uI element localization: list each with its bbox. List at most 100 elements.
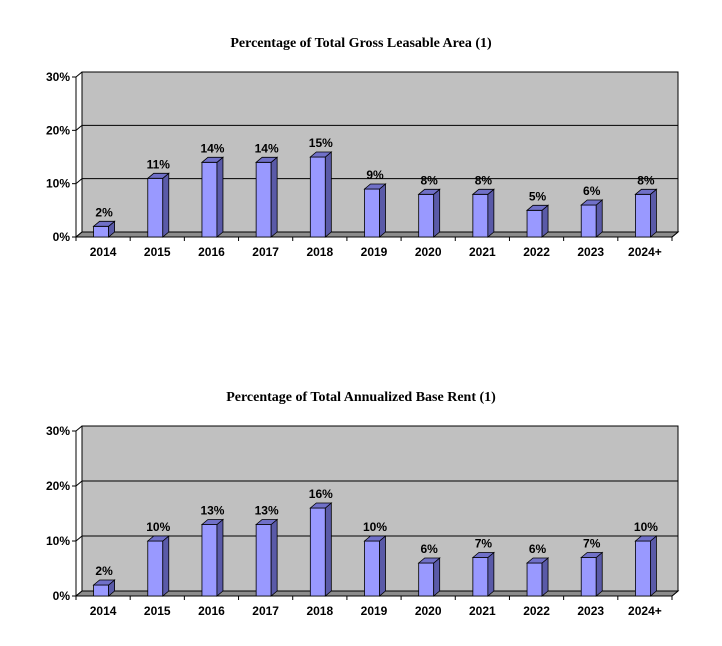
bar-front [255,524,272,597]
bar-top [92,579,116,586]
bar [363,535,387,597]
category-label: 2015 [144,245,171,259]
data-label: 13% [200,504,224,518]
category-label: 2019 [361,245,388,259]
bar-front [418,562,435,597]
bar-side [379,183,386,238]
category-label: 2022 [523,604,550,618]
bar [255,156,279,238]
bar-top [580,552,604,558]
bar [92,579,116,597]
bar-side [216,518,224,597]
data-label: 14% [200,141,224,155]
bar [580,199,604,238]
bar-top [309,151,333,158]
bar-side [595,199,603,238]
bar-side [216,156,224,238]
gridline-diag [75,480,83,487]
gridline-diag [75,535,83,542]
bar-top [363,535,387,542]
category-label: 2014 [90,245,117,259]
bar-front [635,193,651,238]
data-label: 10% [146,520,170,534]
bar-front [364,540,380,597]
category-label: 2023 [577,604,604,618]
category-label: 2022 [523,245,550,259]
data-label: 8% [637,173,655,187]
category-label: 2020 [415,245,442,259]
bar-side [487,551,495,597]
category-label: 2019 [361,604,388,618]
bar-top [417,557,441,564]
y-tick-label: 0% [53,230,71,244]
bar [471,188,495,238]
bar-side [595,551,603,597]
bar-top [255,156,279,163]
bar [417,557,441,597]
chart-canvas: 0% 10% 20% 30% 2% 2014 10% 2015 13% 2016 13% 2017 16… [46,424,680,618]
bar-top [471,188,495,195]
bar-front [201,524,218,597]
bar-top [309,502,333,509]
category-label: 2020 [415,604,442,618]
bar-top [525,204,550,211]
bar-side [433,557,441,597]
bar-front [93,584,109,597]
bar-front [580,204,597,238]
bar-side [162,172,170,238]
bar-top [363,183,387,190]
bar-top [200,519,225,525]
bar-top [92,220,116,227]
data-label: 10% [363,520,387,534]
bar-front [364,188,380,238]
bar-side [650,535,657,597]
bar [146,535,170,597]
bar-top [634,535,658,542]
bar-side [433,188,441,238]
bar-top [417,188,441,195]
bar-side [270,518,278,597]
gridline-diag [75,124,83,131]
data-label: 6% [583,184,601,198]
bar [525,204,550,238]
y-tick-label: 0% [53,589,71,603]
bar [309,502,333,597]
bar-side [650,188,657,238]
bar-top [525,557,550,564]
data-label: 7% [583,537,601,551]
data-label: 14% [255,141,279,155]
category-label: 2024+ [628,604,662,618]
bar [255,518,279,597]
bar-top [146,172,170,179]
bar-side [162,535,170,597]
bar [200,518,225,597]
data-label: 11% [147,157,171,171]
y-tick-label: 20% [46,123,70,137]
category-label: 2021 [469,604,496,618]
bar-top [200,156,225,163]
gridline-diag [75,71,83,78]
bar-top [255,519,279,525]
bar-side [487,188,495,238]
bar-front [472,557,489,597]
bar-top [634,188,658,195]
y-tick-label: 20% [46,479,70,493]
bar [525,557,550,597]
bar-top [580,199,604,206]
bar-top [146,535,170,542]
bar-front [526,209,543,238]
category-label: 2015 [144,604,171,618]
bar-front [309,507,326,597]
bar-front [93,225,109,238]
bar-front [147,540,164,597]
data-label: 8% [421,173,439,187]
category-label: 2016 [198,604,225,618]
data-label: 5% [529,189,547,203]
bar-side [324,151,332,238]
data-label: 6% [421,542,439,556]
category-label: 2021 [469,245,496,259]
data-label: 8% [475,173,493,187]
data-label: 6% [529,542,547,556]
bar [92,220,116,238]
bar-side [324,502,332,597]
